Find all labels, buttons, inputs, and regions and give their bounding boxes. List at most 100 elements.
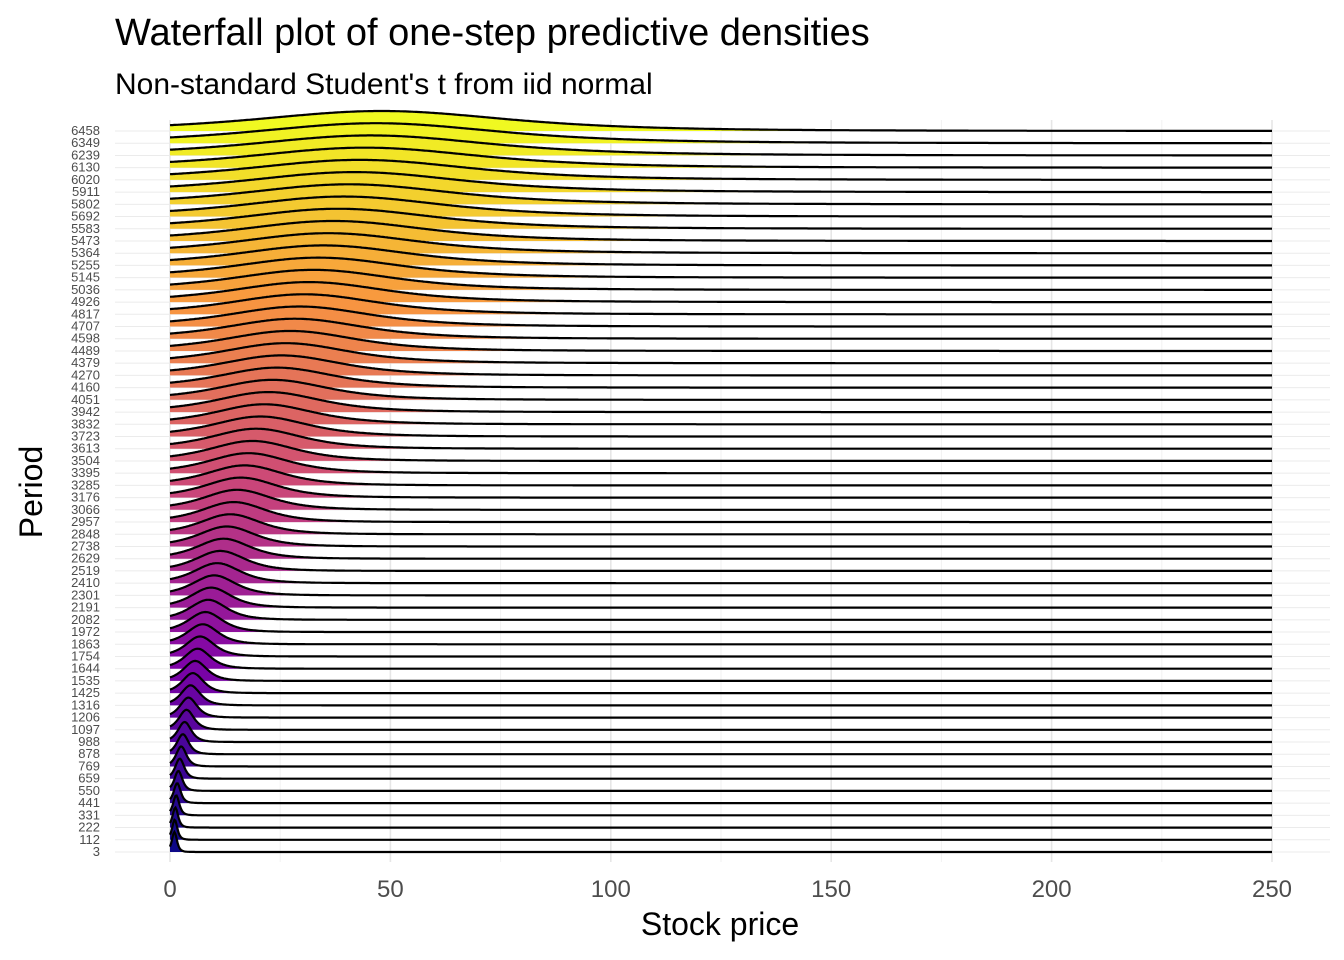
ridge-period-659 bbox=[169, 757, 1272, 780]
ridge-line bbox=[169, 488, 1272, 511]
x-tick-label: 150 bbox=[811, 876, 851, 903]
ridge-line bbox=[169, 782, 1272, 805]
y-tick-label: 3066 bbox=[71, 502, 100, 517]
ridge-period-4926 bbox=[169, 281, 1272, 304]
y-tick-label: 3176 bbox=[71, 490, 100, 505]
y-tick-label: 1206 bbox=[71, 710, 100, 725]
ridge-period-5145 bbox=[169, 256, 1272, 279]
y-tick-label: 6130 bbox=[71, 160, 100, 175]
ridge-period-331 bbox=[169, 794, 1272, 817]
ridge-fill bbox=[170, 123, 1272, 144]
y-tick-label: 878 bbox=[78, 746, 100, 761]
y-tick-label: 441 bbox=[78, 795, 100, 810]
ridge-fill bbox=[170, 245, 1272, 266]
y-tick-label: 2082 bbox=[71, 612, 100, 627]
ridge-line bbox=[169, 464, 1272, 487]
ridge-line bbox=[169, 232, 1272, 255]
ridge-period-3066 bbox=[169, 488, 1272, 511]
ridge-line bbox=[169, 671, 1272, 695]
ridge-period-5364 bbox=[169, 232, 1272, 255]
ridge-period-1535 bbox=[169, 659, 1272, 682]
y-tick-label: 2738 bbox=[71, 538, 100, 553]
ridge-period-112 bbox=[168, 817, 1272, 841]
ridge-period-5255 bbox=[170, 244, 1272, 267]
ridge-period-3 bbox=[168, 829, 1272, 854]
ridge-line bbox=[170, 207, 1272, 230]
chart-subtitle: Non-standard Student's t from iid normal bbox=[115, 68, 653, 101]
ridge-line bbox=[169, 439, 1272, 462]
ridge-line bbox=[170, 342, 1272, 365]
y-tick-label: 4707 bbox=[71, 319, 100, 334]
ridge-line bbox=[170, 122, 1272, 145]
ridge-fill bbox=[170, 269, 1272, 290]
ridge-period-2629 bbox=[169, 537, 1272, 560]
ridge-period-1425 bbox=[169, 671, 1272, 695]
ridge-period-222 bbox=[169, 805, 1272, 829]
y-tick-label: 2848 bbox=[71, 526, 100, 541]
ridge-line bbox=[169, 403, 1272, 426]
ridge-line bbox=[169, 586, 1272, 609]
ridge-fill bbox=[170, 453, 1272, 474]
y-tick-label: 5364 bbox=[71, 245, 100, 260]
y-tick-label: 2957 bbox=[71, 514, 100, 529]
ridge-line bbox=[169, 757, 1272, 780]
ridge-period-1863 bbox=[169, 623, 1272, 646]
y-tick-label: 3285 bbox=[71, 477, 100, 492]
ridge-fill bbox=[170, 514, 1272, 535]
y-tick-label: 1535 bbox=[71, 673, 100, 688]
y-tick-label: 4598 bbox=[71, 331, 100, 346]
ridge-period-769 bbox=[169, 745, 1272, 768]
ridge-line bbox=[169, 476, 1272, 499]
ridge-period-2410 bbox=[169, 562, 1272, 585]
ridge-period-2848 bbox=[169, 513, 1272, 536]
y-tick-label: 1316 bbox=[71, 697, 100, 712]
ridge-fill bbox=[170, 502, 1272, 523]
ridge-period-3395 bbox=[169, 452, 1272, 475]
y-tick-label: 6349 bbox=[71, 135, 100, 150]
ridge-line bbox=[169, 659, 1272, 682]
y-tick-label: 3613 bbox=[71, 441, 100, 456]
ridge-line bbox=[169, 513, 1272, 536]
y-tick-label: 3395 bbox=[71, 465, 100, 480]
ridge-line bbox=[170, 146, 1272, 169]
y-tick-label: 2410 bbox=[71, 575, 100, 590]
ridge-line bbox=[169, 219, 1272, 243]
y-tick-label: 769 bbox=[78, 758, 100, 773]
y-tick-label: 4817 bbox=[71, 306, 100, 321]
ridge-fill bbox=[170, 172, 1272, 193]
ridge-line bbox=[169, 256, 1272, 279]
y-tick-label: 222 bbox=[78, 820, 100, 835]
ridge-period-2519 bbox=[169, 549, 1272, 572]
y-tick-label: 5911 bbox=[72, 184, 100, 199]
y-tick-label: 1754 bbox=[71, 648, 100, 663]
ridge-fill bbox=[170, 196, 1272, 217]
ridge-line bbox=[169, 769, 1272, 792]
y-tick-label: 5145 bbox=[71, 270, 100, 285]
ridge-fill bbox=[170, 221, 1272, 241]
ridge-period-5583 bbox=[170, 207, 1272, 230]
ridge-line bbox=[169, 317, 1272, 340]
y-tick-label: 1863 bbox=[71, 636, 100, 651]
x-tick-labels: 0 50 100 150 200 250 bbox=[163, 876, 1292, 903]
ridge-line bbox=[169, 745, 1272, 768]
ridge-period-2957 bbox=[169, 501, 1272, 524]
ridge-line bbox=[169, 733, 1272, 756]
ridge-period-1644 bbox=[169, 647, 1272, 670]
ridge-period-2738 bbox=[169, 525, 1272, 548]
ridge-fill bbox=[170, 184, 1272, 205]
y-tick-label: 659 bbox=[78, 771, 100, 786]
ridge-line bbox=[169, 598, 1272, 621]
ridge-line bbox=[169, 281, 1272, 304]
y-tick-label: 331 bbox=[78, 807, 100, 822]
x-axis-title: Stock price bbox=[641, 906, 799, 942]
x-tick-label: 250 bbox=[1252, 876, 1292, 903]
ridge-line bbox=[169, 562, 1272, 585]
y-tick-label: 4379 bbox=[71, 355, 100, 370]
ridge-line bbox=[169, 354, 1272, 377]
ridge-period-550 bbox=[169, 769, 1272, 792]
y-tick-label: 6020 bbox=[71, 172, 100, 187]
y-tick-label: 3832 bbox=[71, 416, 100, 431]
ridge-period-2301 bbox=[169, 574, 1272, 597]
y-axis-title: Period bbox=[13, 446, 49, 539]
